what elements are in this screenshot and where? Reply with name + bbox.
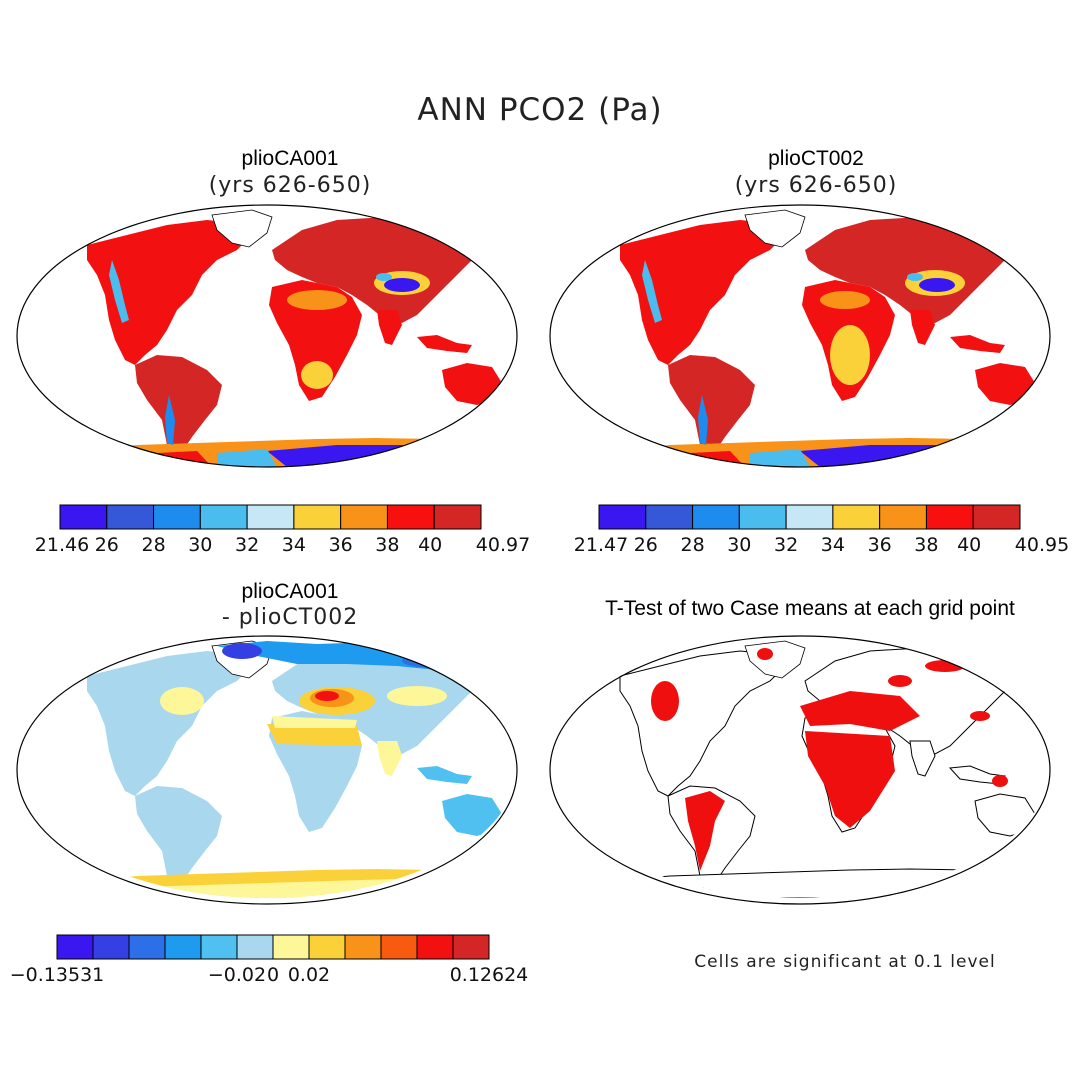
colorbar-tick-label: 30 <box>727 534 751 556</box>
colorbar-tick-label: 0 <box>267 964 279 986</box>
panel-d-title: T-Test of two Case means at each grid po… <box>605 597 1015 620</box>
colorbar-tick-label: 28 <box>681 534 705 556</box>
colorbar-tick-label: 40 <box>957 534 981 556</box>
map-panel-d <box>549 635 1051 905</box>
panel-c-subtitle: - plioCT002 <box>221 605 359 630</box>
panel-b-case-name: plioCT002 <box>768 147 864 170</box>
colorbar-tick-label: 32 <box>774 534 798 556</box>
panel-a-case-name: plioCA001 <box>241 147 339 170</box>
colorbar-tick-label: −0.13531 <box>10 964 105 986</box>
significant-cells <box>651 648 1008 871</box>
colorbar-swatch <box>433 504 482 530</box>
colorbar-swatch <box>56 934 94 960</box>
colorbar-swatch <box>738 504 787 530</box>
colorbar-swatch <box>340 504 388 530</box>
colorbar-tick-label: 36 <box>329 534 353 556</box>
colorbar-swatch <box>92 934 130 960</box>
colorbar-swatch <box>106 504 155 530</box>
colorbar-swatch <box>380 934 418 960</box>
colorbar-swatch <box>236 934 274 960</box>
colorbar-swatch <box>344 934 382 960</box>
colorbar-swatch <box>153 504 201 530</box>
colorbar-tick-label: 26 <box>95 534 119 556</box>
colorbar-swatch <box>692 504 740 530</box>
map-panel-c <box>16 635 518 905</box>
colorbar-swatch <box>200 934 238 960</box>
colorbar-swatch <box>832 504 881 530</box>
panel-a-subtitle: (yrs 626-650) <box>208 173 372 198</box>
colorbar-panel-b: 21.47 26 28 30 32 34 36 38 40 40.95 <box>574 504 1069 556</box>
colorbar-tick-label: 38 <box>914 534 938 556</box>
colorbar-swatch <box>308 934 346 960</box>
figure-title: ANN PCO2 (Pa) <box>417 92 663 128</box>
colorbar-swatch <box>645 504 694 530</box>
colorbar-swatch <box>785 504 834 530</box>
colorbar-panel-a: 21.46 26 28 30 32 34 36 38 40 40.97 <box>35 504 530 556</box>
colorbar-tick-label: 40.97 <box>476 534 530 556</box>
map-panel-a <box>16 204 518 468</box>
colorbar-panel-c: −0.13531 −0.02 0 0.02 0.12624 <box>10 934 529 986</box>
panel-b-subtitle: (yrs 626-650) <box>734 173 898 198</box>
panel-c-case-name: plioCA001 <box>241 580 339 603</box>
colorbar-tick-label: 28 <box>142 534 166 556</box>
colorbar-swatch <box>452 934 490 960</box>
colorbar-swatch <box>59 504 108 530</box>
significance-note: Cells are significant at 0.1 level <box>694 952 996 972</box>
colorbar-swatch <box>416 934 454 960</box>
colorbar-tick-label: 21.47 <box>574 534 628 556</box>
colorbar-tick-label: 40.95 <box>1015 534 1069 556</box>
colorbar-swatch <box>925 504 974 530</box>
colorbar-tick-label: 34 <box>821 534 845 556</box>
colorbar-tick-label: 26 <box>634 534 658 556</box>
colorbar-swatch <box>246 504 295 530</box>
colorbar-swatch <box>272 934 310 960</box>
colorbar-swatch <box>879 504 927 530</box>
colorbar-swatch <box>386 504 435 530</box>
colorbar-tick-label: 0.12624 <box>450 964 529 986</box>
colorbar-tick-label: 34 <box>282 534 306 556</box>
colorbar-tick-label: 38 <box>375 534 399 556</box>
colorbar-swatch <box>128 934 166 960</box>
colorbar-swatch <box>293 504 342 530</box>
colorbar-tick-label: 0.02 <box>288 964 330 986</box>
colorbar-tick-label: 36 <box>868 534 892 556</box>
colorbar-tick-label: 30 <box>188 534 212 556</box>
colorbar-tick-label: 21.46 <box>35 534 89 556</box>
map-panel-b <box>549 204 1051 468</box>
colorbar-swatch <box>598 504 647 530</box>
colorbar-tick-label: 40 <box>418 534 442 556</box>
colorbar-swatch <box>164 934 202 960</box>
colorbar-tick-label: 32 <box>235 534 259 556</box>
map-frame <box>16 204 518 468</box>
colorbar-swatch <box>972 504 1021 530</box>
colorbar-swatch <box>199 504 248 530</box>
colorbar-tick-label: −0.02 <box>208 964 266 986</box>
